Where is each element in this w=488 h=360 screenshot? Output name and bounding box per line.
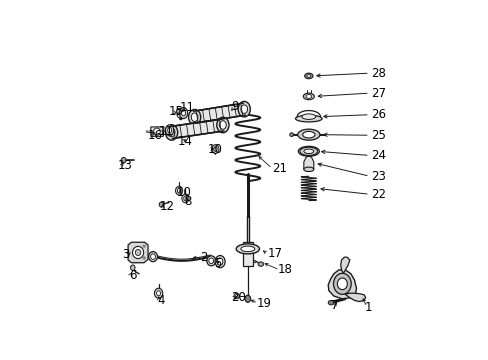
Ellipse shape [238, 102, 250, 117]
Ellipse shape [145, 130, 148, 133]
Ellipse shape [217, 258, 223, 265]
Ellipse shape [303, 167, 313, 172]
Text: 19: 19 [256, 297, 271, 310]
Text: 13: 13 [117, 159, 132, 172]
Ellipse shape [188, 109, 200, 125]
Text: 5: 5 [214, 257, 221, 270]
Text: 22: 22 [370, 188, 386, 201]
Text: 3: 3 [122, 248, 130, 261]
Ellipse shape [191, 113, 198, 121]
Polygon shape [170, 119, 224, 139]
Ellipse shape [305, 94, 311, 98]
Ellipse shape [303, 149, 313, 153]
Ellipse shape [176, 108, 184, 115]
Polygon shape [327, 270, 356, 299]
Ellipse shape [130, 265, 135, 270]
Ellipse shape [206, 256, 215, 266]
Ellipse shape [337, 278, 346, 290]
Ellipse shape [181, 110, 185, 116]
Ellipse shape [182, 194, 189, 203]
Ellipse shape [216, 117, 228, 133]
Ellipse shape [167, 127, 171, 133]
Ellipse shape [153, 128, 160, 135]
Text: 18: 18 [277, 264, 292, 276]
Ellipse shape [132, 246, 143, 258]
Ellipse shape [165, 125, 177, 140]
Ellipse shape [327, 301, 333, 305]
Ellipse shape [208, 258, 213, 264]
Ellipse shape [241, 105, 247, 113]
Ellipse shape [183, 196, 187, 201]
Text: 21: 21 [272, 162, 286, 175]
Ellipse shape [135, 249, 141, 256]
Ellipse shape [142, 256, 145, 260]
Ellipse shape [156, 291, 160, 296]
Polygon shape [193, 103, 244, 123]
Ellipse shape [154, 288, 163, 298]
Ellipse shape [142, 244, 145, 248]
Text: 28: 28 [370, 67, 386, 80]
Text: 26: 26 [370, 108, 386, 121]
Polygon shape [150, 127, 164, 136]
Ellipse shape [236, 244, 259, 254]
Polygon shape [340, 257, 349, 273]
Ellipse shape [213, 147, 217, 151]
Ellipse shape [211, 145, 219, 153]
Text: 25: 25 [370, 129, 386, 142]
Ellipse shape [244, 295, 250, 302]
Ellipse shape [121, 157, 126, 163]
Ellipse shape [241, 246, 254, 252]
Ellipse shape [219, 121, 226, 129]
Text: 7: 7 [330, 300, 338, 312]
Text: 27: 27 [370, 87, 386, 100]
Ellipse shape [235, 294, 238, 297]
Ellipse shape [168, 128, 175, 137]
Polygon shape [303, 156, 313, 169]
Ellipse shape [179, 117, 182, 120]
Ellipse shape [301, 114, 315, 120]
Ellipse shape [299, 147, 317, 156]
Text: 1: 1 [364, 301, 371, 314]
Text: 11: 11 [159, 125, 174, 138]
Polygon shape [128, 242, 148, 263]
Polygon shape [344, 293, 365, 302]
Text: 6: 6 [128, 269, 136, 282]
Ellipse shape [148, 252, 157, 262]
Ellipse shape [177, 188, 181, 193]
Text: 11: 11 [180, 101, 195, 114]
Ellipse shape [289, 133, 293, 136]
Ellipse shape [306, 75, 310, 77]
Ellipse shape [150, 254, 155, 260]
Ellipse shape [303, 93, 314, 100]
Text: 2: 2 [200, 251, 207, 264]
Text: 20: 20 [230, 291, 245, 304]
Text: 8: 8 [184, 195, 192, 208]
Text: 12: 12 [160, 200, 175, 213]
Ellipse shape [297, 129, 319, 140]
Text: 10: 10 [207, 143, 222, 156]
Text: 14: 14 [178, 135, 193, 148]
Text: 9: 9 [231, 100, 238, 113]
Text: 24: 24 [370, 149, 386, 162]
Ellipse shape [159, 202, 163, 207]
Ellipse shape [333, 273, 350, 294]
Ellipse shape [304, 73, 312, 79]
Ellipse shape [177, 112, 184, 118]
Text: 10: 10 [176, 186, 191, 199]
Ellipse shape [215, 256, 224, 268]
Ellipse shape [233, 293, 239, 299]
Text: 4: 4 [158, 294, 165, 307]
Ellipse shape [175, 186, 183, 195]
Text: 15: 15 [168, 105, 183, 118]
Text: 23: 23 [370, 170, 386, 183]
Bar [243, 242, 252, 266]
Ellipse shape [258, 262, 263, 266]
Ellipse shape [179, 108, 187, 118]
Text: 17: 17 [267, 247, 282, 260]
Text: 16: 16 [147, 129, 162, 142]
Ellipse shape [302, 131, 314, 138]
Ellipse shape [165, 125, 173, 136]
Ellipse shape [295, 115, 322, 122]
